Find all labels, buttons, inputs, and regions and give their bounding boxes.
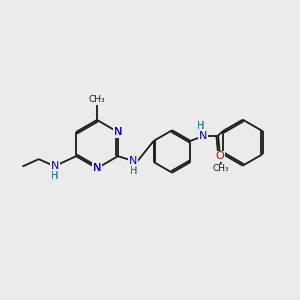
Text: N: N [199, 130, 207, 141]
Text: CH₃: CH₃ [212, 164, 229, 173]
Text: N: N [51, 161, 59, 172]
Text: N: N [93, 163, 101, 173]
Text: H: H [197, 121, 204, 131]
Text: N: N [114, 127, 122, 137]
Text: H: H [51, 171, 58, 181]
Text: H: H [197, 121, 204, 131]
Text: N: N [129, 157, 137, 166]
Text: N: N [51, 161, 59, 172]
Text: N: N [199, 130, 207, 141]
Text: H: H [130, 166, 137, 176]
Text: H: H [51, 171, 58, 181]
Text: CH₃: CH₃ [89, 95, 105, 104]
Text: N: N [114, 127, 122, 137]
Text: O: O [215, 151, 224, 161]
Text: H: H [130, 166, 137, 176]
Text: N: N [93, 163, 101, 173]
Text: N: N [129, 157, 137, 166]
Text: N: N [114, 127, 122, 137]
Text: N: N [93, 163, 101, 173]
Text: O: O [215, 151, 224, 161]
